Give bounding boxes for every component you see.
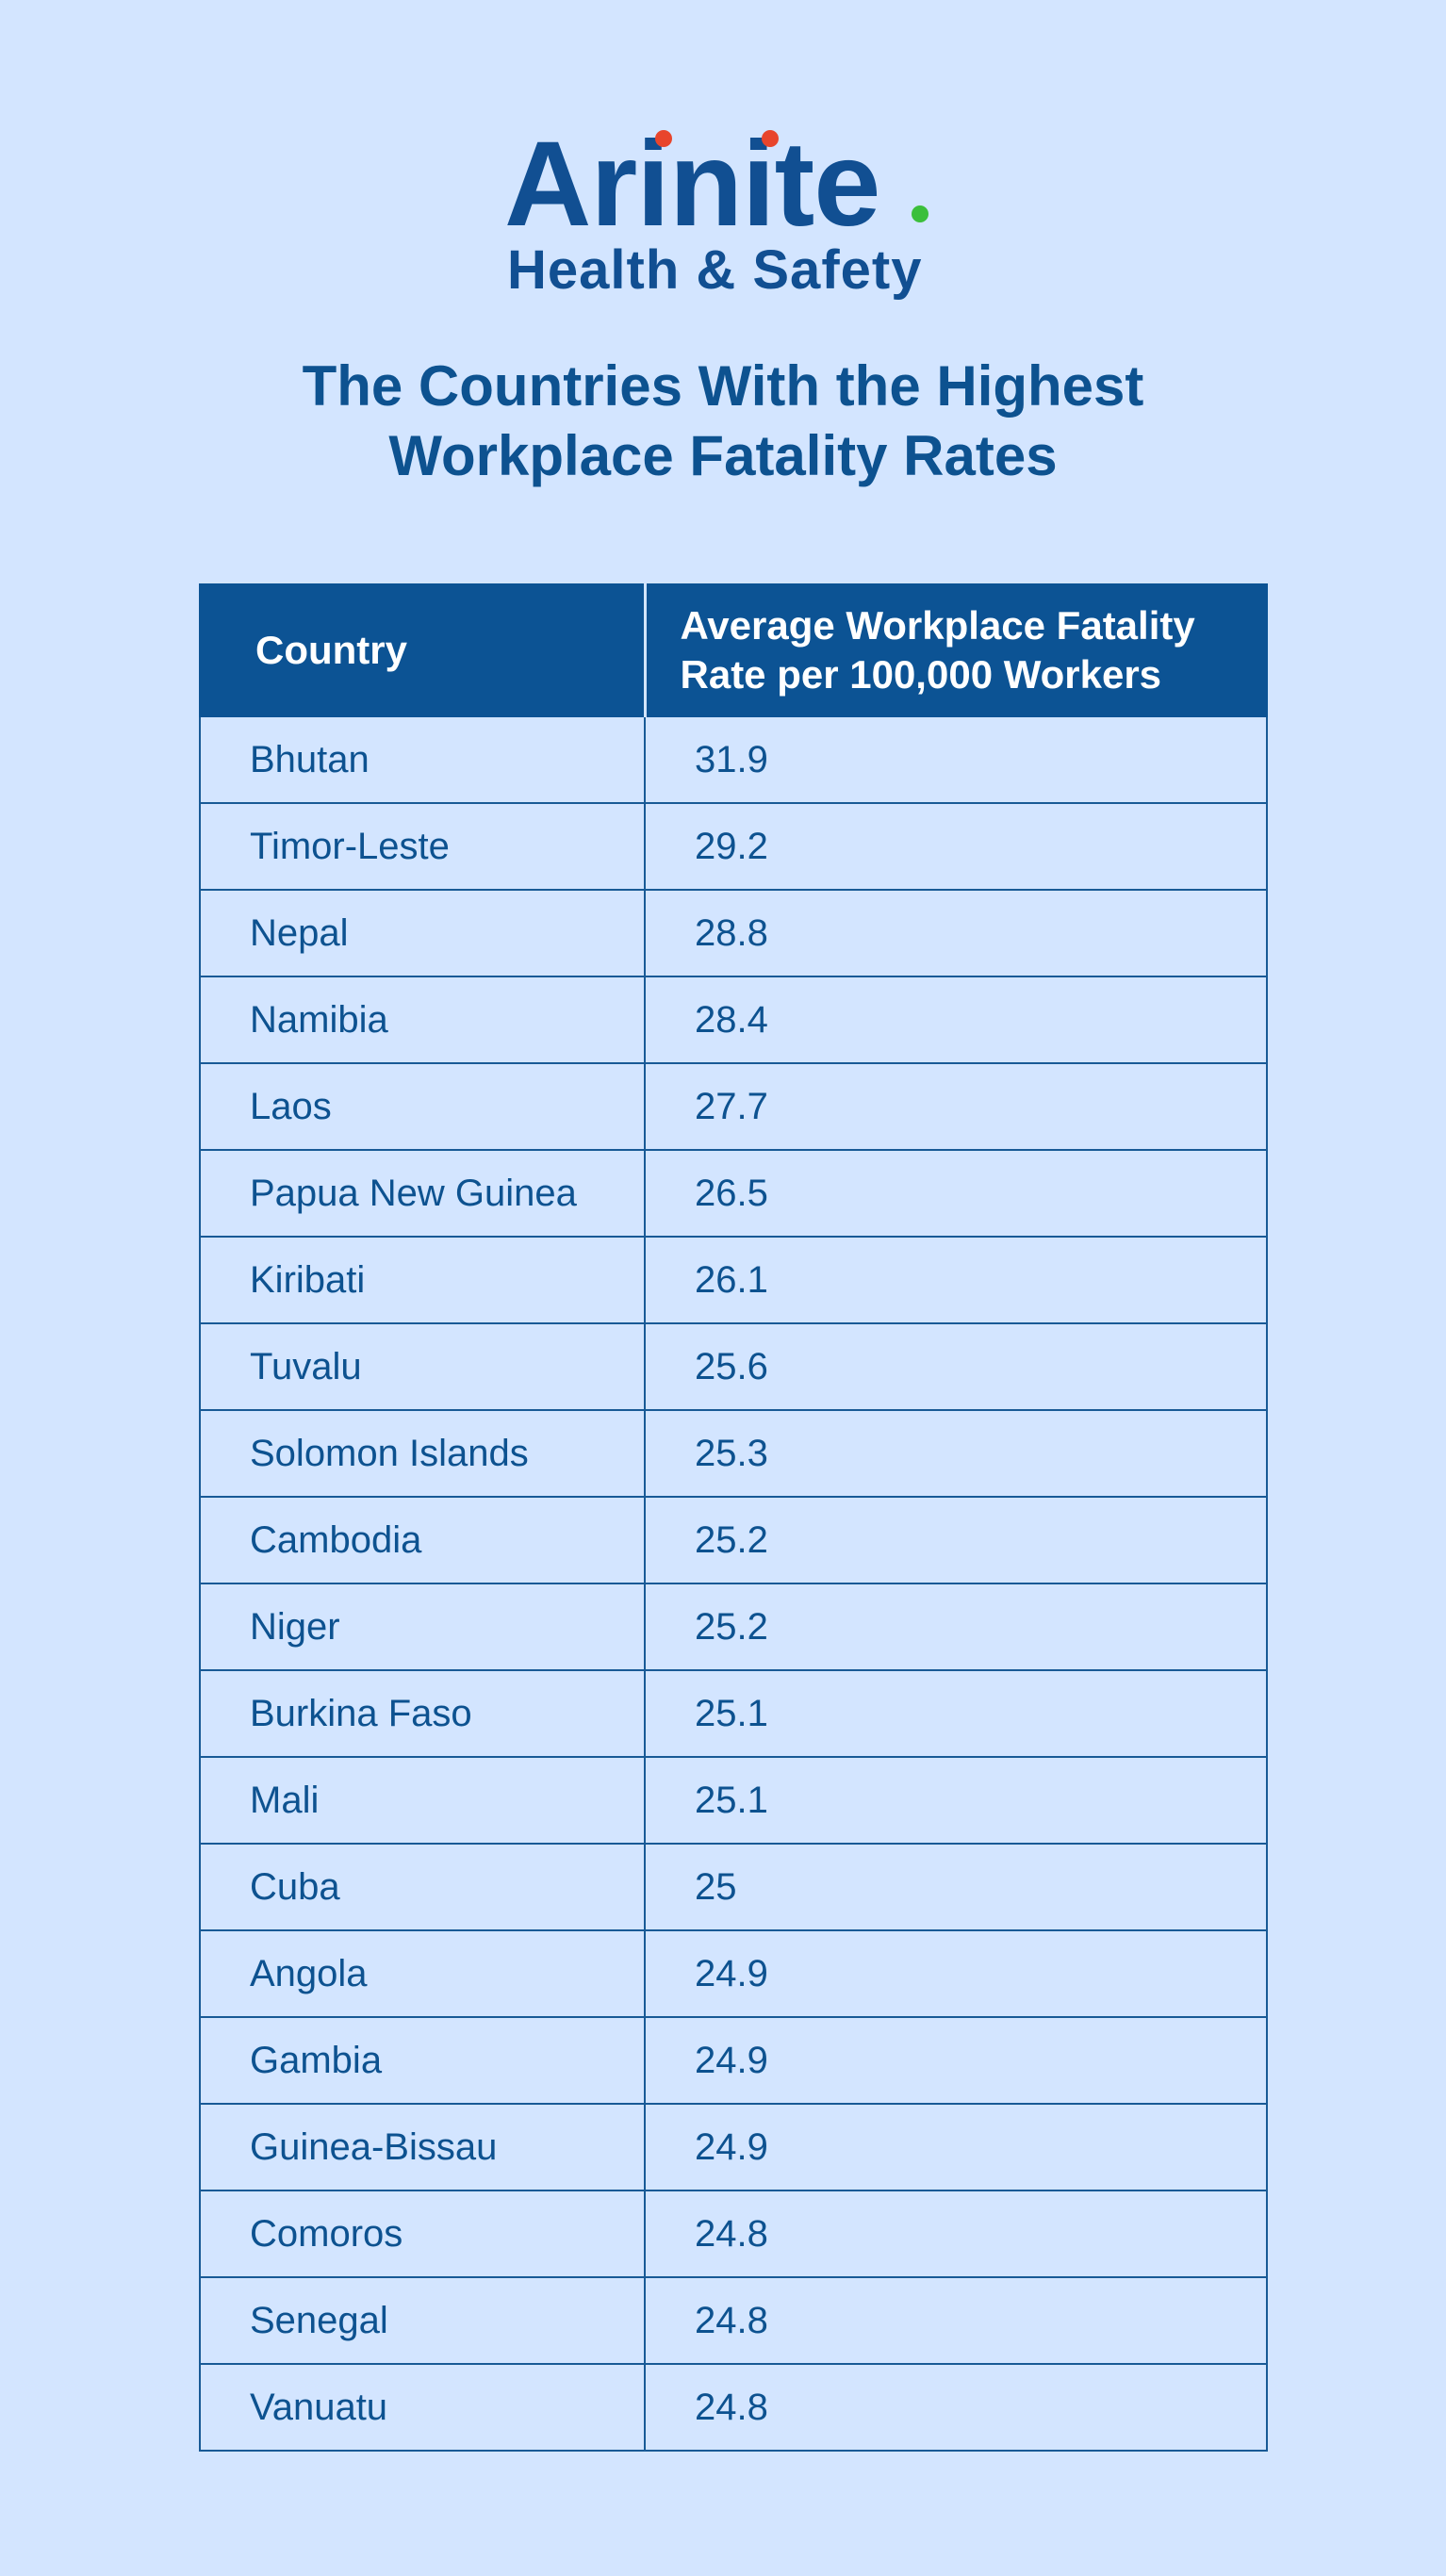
table-row: Nepal 28.8: [199, 889, 1268, 977]
country-cell: Timor-Leste: [199, 802, 646, 891]
logo-subtitle: Health & Safety: [507, 239, 923, 301]
rate-cell: 24.8: [644, 2190, 1268, 2278]
country-cell: Tuvalu: [199, 1322, 646, 1411]
country-cell: Angola: [199, 1929, 646, 2018]
fatality-rate-table: Country Average Workplace Fatality Rate …: [199, 583, 1268, 2452]
logo-dot-i: [762, 130, 779, 147]
rate-cell: 27.7: [644, 1062, 1268, 1151]
table-header-row: Country Average Workplace Fatality Rate …: [199, 583, 1268, 717]
country-cell: Niger: [199, 1583, 646, 1671]
country-cell: Cuba: [199, 1843, 646, 1931]
rate-cell: 24.8: [644, 2363, 1268, 2452]
table-row: Bhutan 31.9: [199, 715, 1268, 804]
table-row: Papua New Guinea 26.5: [199, 1149, 1268, 1238]
table-row: Solomon Islands 25.3: [199, 1409, 1268, 1498]
country-cell: Papua New Guinea: [199, 1149, 646, 1238]
country-cell: Comoros: [199, 2190, 646, 2278]
rate-cell: 25.2: [644, 1583, 1268, 1671]
page-title: The Countries With the Highest Workplace…: [0, 352, 1446, 491]
table-row: Comoros 24.8: [199, 2190, 1268, 2278]
country-cell: Guinea-Bissau: [199, 2103, 646, 2191]
country-cell: Vanuatu: [199, 2363, 646, 2452]
country-cell: Laos: [199, 1062, 646, 1151]
table-row: Angola 24.9: [199, 1929, 1268, 2018]
table-row: Gambia 24.9: [199, 2016, 1268, 2105]
column-header-rate: Average Workplace Fatality Rate per 100,…: [644, 583, 1268, 717]
country-cell: Senegal: [199, 2276, 646, 2365]
country-cell: Burkina Faso: [199, 1669, 646, 1758]
rate-cell: 25: [644, 1843, 1268, 1931]
column-header-rate-line-1: Average Workplace Fatality: [680, 603, 1195, 648]
table-row: Timor-Leste 29.2: [199, 802, 1268, 891]
table-row: Guinea-Bissau 24.9: [199, 2103, 1268, 2191]
rate-cell: 28.4: [644, 976, 1268, 1064]
title-line-2: Workplace Fatality Rates: [388, 424, 1058, 487]
table-row: Vanuatu 24.8: [199, 2363, 1268, 2452]
rate-cell: 24.8: [644, 2276, 1268, 2365]
column-header-rate-line-2: Rate per 100,000 Workers: [680, 652, 1162, 697]
country-cell: Gambia: [199, 2016, 646, 2105]
country-cell: Cambodia: [199, 1496, 646, 1584]
column-header-country: Country: [199, 583, 647, 717]
rate-cell: 26.5: [644, 1149, 1268, 1238]
rate-cell: 25.6: [644, 1322, 1268, 1411]
rate-cell: 25.2: [644, 1496, 1268, 1584]
country-cell: Nepal: [199, 889, 646, 977]
table-row: Mali 25.1: [199, 1756, 1268, 1845]
country-cell: Solomon Islands: [199, 1409, 646, 1498]
title-line-1: The Countries With the Highest: [302, 354, 1144, 418]
table-row: Senegal 24.8: [199, 2276, 1268, 2365]
rate-cell: 26.1: [644, 1236, 1268, 1324]
rate-cell: 29.2: [644, 802, 1268, 891]
rate-cell: 25.3: [644, 1409, 1268, 1498]
table-body: Bhutan 31.9 Timor-Leste 29.2 Nepal 28.8 Namibi…: [199, 715, 1268, 2452]
country-cell: Namibia: [199, 976, 646, 1064]
rate-cell: 24.9: [644, 2016, 1268, 2105]
rate-cell: 31.9: [644, 715, 1268, 804]
logo-wordmark: Arinite: [504, 117, 880, 252]
table-row: Namibia 28.4: [199, 976, 1268, 1064]
logo-period-dot: [912, 205, 928, 222]
country-cell: Kiribati: [199, 1236, 646, 1324]
column-header-country-label: Country: [255, 628, 407, 672]
country-cell: Bhutan: [199, 715, 646, 804]
rate-cell: 25.1: [644, 1669, 1268, 1758]
table-row: Cambodia 25.2: [199, 1496, 1268, 1584]
table-row: Tuvalu 25.6: [199, 1322, 1268, 1411]
table-row: Laos 27.7: [199, 1062, 1268, 1151]
rate-cell: 25.1: [644, 1756, 1268, 1845]
logo-dot-r: [655, 130, 672, 147]
table-row: Cuba 25: [199, 1843, 1268, 1931]
table-row: Burkina Faso 25.1: [199, 1669, 1268, 1758]
rate-cell: 28.8: [644, 889, 1268, 977]
rate-cell: 24.9: [644, 1929, 1268, 2018]
table-row: Niger 25.2: [199, 1583, 1268, 1671]
brand-logo: Arinite Health & Safety: [504, 124, 947, 304]
table-row: Kiribati 26.1: [199, 1236, 1268, 1324]
country-cell: Mali: [199, 1756, 646, 1845]
rate-cell: 24.9: [644, 2103, 1268, 2191]
